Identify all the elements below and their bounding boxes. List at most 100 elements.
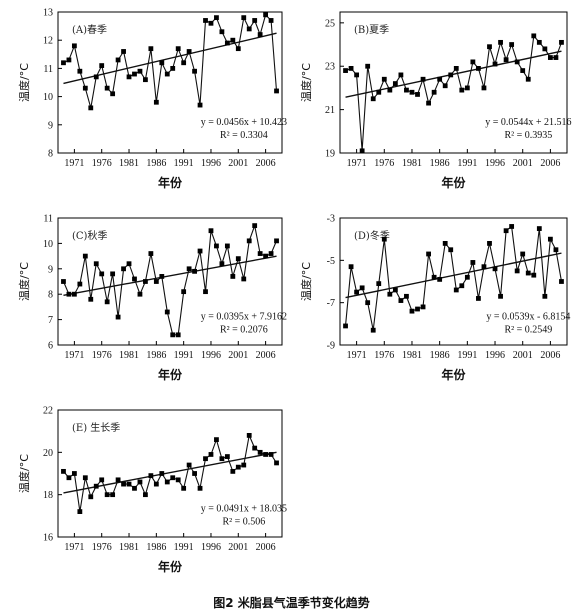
- data-point: [164, 309, 170, 315]
- x-tick-label: 2006: [256, 542, 276, 553]
- trend-equation: y = 0.0456x + 10.423: [201, 117, 287, 128]
- y-tick-label: 23: [325, 62, 335, 73]
- x-tick-label: 2001: [228, 158, 248, 169]
- data-point: [132, 276, 137, 282]
- x-tick-label: 1976: [92, 158, 112, 169]
- data-point: [77, 281, 83, 287]
- y-tick-label: 19: [325, 149, 335, 160]
- data-point: [370, 327, 376, 333]
- data-point: [343, 323, 348, 329]
- trend-equation: y = 0.0491x + 18.035: [201, 504, 287, 515]
- data-point: [542, 293, 548, 299]
- data-point: [268, 251, 274, 256]
- data-point: [132, 71, 137, 77]
- data-point: [442, 83, 448, 89]
- data-point: [531, 33, 537, 39]
- data-point: [503, 57, 509, 63]
- data-point: [143, 492, 148, 498]
- x-tick-label: 1996: [485, 158, 505, 169]
- x-tick-label: 2006: [256, 158, 276, 169]
- data-point: [235, 256, 241, 262]
- r-squared: R² = 0.2549: [505, 325, 553, 336]
- x-axis-label: 年份: [158, 559, 183, 574]
- data-point: [268, 452, 274, 457]
- data-point: [263, 452, 269, 457]
- data-point: [359, 285, 365, 291]
- data-point: [257, 251, 263, 256]
- data-point: [192, 68, 197, 74]
- y-tick-label: 10: [43, 92, 53, 103]
- panel-4: 16 18 20 22 1971 1976 1981 1986 1991 1996 2001 2006…: [17, 406, 287, 575]
- data-point: [398, 72, 404, 78]
- y-tick-label: 11: [43, 214, 53, 225]
- data-point: [381, 76, 387, 82]
- data-point: [520, 251, 526, 257]
- data-point: [415, 306, 420, 312]
- y-axis-label: 温度/°C: [17, 262, 31, 301]
- data-point: [224, 243, 230, 249]
- y-tick-label: 11: [43, 64, 53, 75]
- data-point: [126, 261, 132, 267]
- y-tick-label: -7: [327, 298, 335, 309]
- panel-title: (C)秋季: [72, 229, 107, 242]
- data-point: [121, 481, 126, 487]
- data-point: [354, 72, 360, 78]
- data-point: [88, 105, 94, 111]
- x-tick-label: 1971: [347, 158, 367, 169]
- data-point: [197, 248, 203, 254]
- data-point: [404, 87, 409, 93]
- data-point: [66, 475, 72, 481]
- trend-line: [63, 255, 277, 297]
- data-point: [525, 76, 531, 82]
- x-tick-label: 2001: [228, 542, 248, 553]
- data-point: [61, 60, 66, 66]
- data-point: [359, 148, 365, 154]
- panel-title: (D)冬季: [354, 229, 390, 242]
- data-point: [164, 71, 170, 77]
- data-point: [153, 279, 159, 284]
- data-point: [71, 471, 77, 476]
- data-point: [66, 57, 72, 63]
- data-point: [208, 452, 214, 457]
- data-point: [547, 55, 553, 60]
- x-tick-label: 1981: [402, 350, 422, 361]
- data-point: [181, 289, 187, 295]
- data-point: [137, 479, 143, 485]
- data-point: [170, 332, 176, 338]
- x-tick-label: 1986: [146, 158, 166, 169]
- x-tick-label: 1986: [146, 350, 166, 361]
- data-point: [110, 492, 116, 498]
- data-point: [115, 57, 121, 63]
- x-axis-label: 年份: [441, 367, 466, 382]
- data-point: [203, 289, 208, 295]
- data-point: [214, 15, 219, 21]
- trend-equation: y = 0.0539x - 6.8154: [486, 312, 570, 323]
- x-tick-label: 1996: [485, 350, 505, 361]
- data-point: [82, 253, 88, 259]
- data-point: [263, 253, 269, 259]
- data-point: [203, 456, 208, 462]
- r-squared: R² = 0.3304: [220, 130, 268, 141]
- data-point: [252, 223, 258, 229]
- x-tick-label: 1996: [201, 158, 221, 169]
- data-point: [241, 462, 247, 468]
- plot-frame: [57, 217, 283, 346]
- y-tick-label: 13: [43, 8, 53, 19]
- data-point: [437, 276, 443, 282]
- y-tick-label: 25: [325, 18, 335, 29]
- data-point: [487, 241, 492, 246]
- x-tick-label: 1996: [201, 542, 221, 553]
- plot-frame: [339, 11, 568, 154]
- data-point: [448, 247, 454, 253]
- data-point: [426, 251, 431, 257]
- series-line: [63, 433, 277, 512]
- series-line: [62, 223, 278, 336]
- data-point: [159, 274, 165, 279]
- data-point: [230, 274, 236, 279]
- r-squared: R² = 0.3935: [505, 130, 553, 141]
- data-point: [268, 18, 274, 23]
- x-tick-label: 1976: [374, 350, 394, 361]
- data-point: [88, 296, 94, 302]
- data-point: [348, 264, 354, 270]
- data-point: [252, 18, 258, 23]
